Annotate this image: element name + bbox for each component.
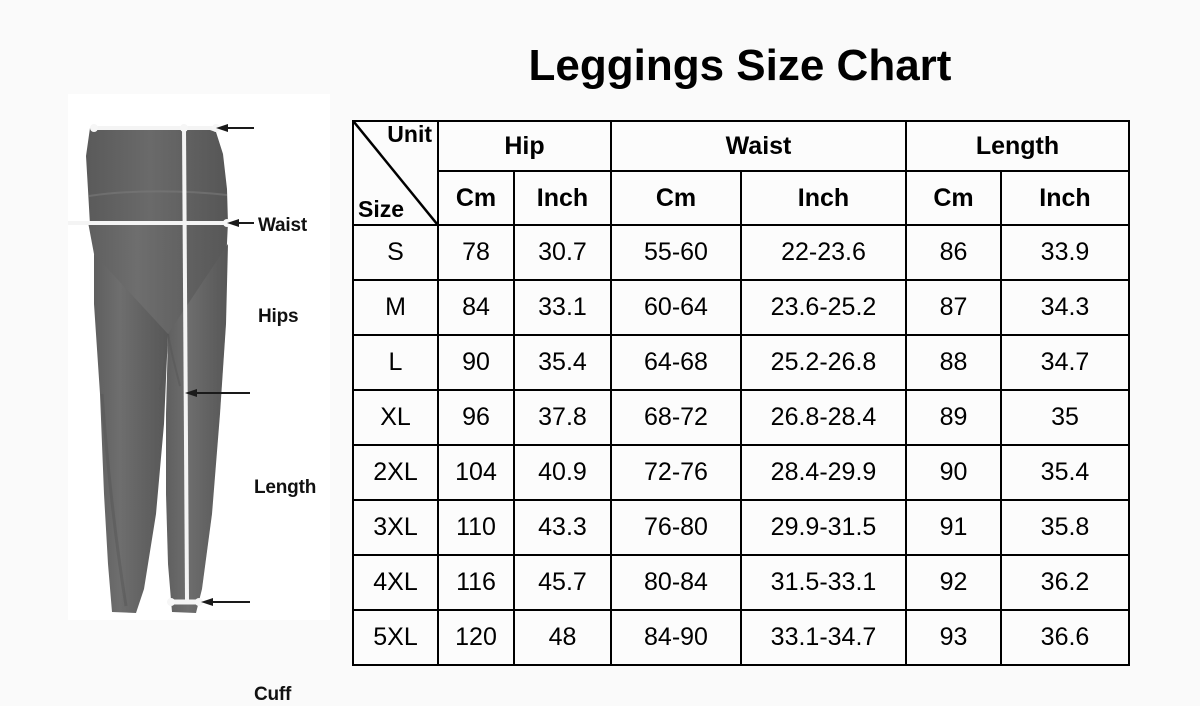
cell-size: 3XL (352, 499, 439, 556)
cell-length-inch: 36.2 (999, 554, 1131, 611)
header-unit-hip-inch: Inch (513, 170, 612, 226)
cell-length-inch: 35.8 (999, 499, 1131, 556)
cell-size: L (352, 334, 439, 391)
cell-length-inch: 34.7 (999, 334, 1131, 391)
cell-waist-cm: 80-84 (610, 554, 742, 611)
cell-length-inch: 35 (999, 389, 1131, 446)
measurement-guides (68, 124, 231, 606)
cell-hip-inch: 33.1 (513, 279, 612, 336)
leggings-diagram (68, 124, 254, 613)
table-header-group-row: Unit Size Hip Waist Length (352, 120, 1131, 226)
header-size-label: Size (358, 196, 405, 222)
cell-length-cm: 91 (905, 499, 1002, 556)
cell-size: 2XL (352, 444, 439, 501)
table-row: 5XL 120 48 84-90 33.1-34.7 93 36.6 (352, 609, 1131, 666)
cell-waist-inch: 25.2-26.8 (740, 334, 907, 391)
table-row: 4XL 116 45.7 80-84 31.5-33.1 92 36.2 (352, 554, 1131, 611)
cell-hip-cm: 120 (437, 609, 515, 666)
cell-length-cm: 93 (905, 609, 1002, 666)
table-row: M 84 33.1 60-64 23.6-25.2 87 34.3 (352, 279, 1131, 336)
cell-hip-cm: 90 (437, 334, 515, 391)
cell-size: S (352, 224, 439, 281)
cell-waist-cm: 76-80 (610, 499, 742, 556)
cell-waist-inch: 22-23.6 (740, 224, 907, 281)
cell-hip-inch: 45.7 (513, 554, 612, 611)
cell-size: 5XL (352, 609, 439, 666)
cell-waist-cm: 55-60 (610, 224, 742, 281)
measurement-label-cuff: Cuff (254, 684, 292, 705)
cell-waist-inch: 31.5-33.1 (740, 554, 907, 611)
cell-length-inch: 36.6 (999, 609, 1131, 666)
leggings-illustration-panel: Waist Hips Length Cuff (68, 94, 330, 705)
header-unit-length-inch: Inch (999, 170, 1131, 226)
measurement-label-length: Length (254, 477, 317, 498)
header-unit-length-cm: Cm (905, 170, 1002, 226)
measurement-pointers (185, 124, 254, 606)
cell-length-cm: 88 (905, 334, 1002, 391)
cell-waist-inch: 33.1-34.7 (740, 609, 907, 666)
header-unit-waist-inch: Inch (740, 170, 907, 226)
table-row: 2XL 104 40.9 72-76 28.4-29.9 90 35.4 (352, 444, 1131, 501)
table-header-unit-row: Cm Inch Cm Inch Cm Inch (353, 170, 1131, 226)
cell-hip-inch: 35.4 (513, 334, 612, 391)
cell-waist-inch: 23.6-25.2 (740, 279, 907, 336)
cell-waist-inch: 28.4-29.9 (740, 444, 907, 501)
cell-hip-cm: 78 (437, 224, 515, 281)
size-chart-container: Unit Size Hip Waist Length Cm Inch Cm In… (352, 120, 1131, 666)
cell-length-inch: 33.9 (999, 224, 1131, 281)
table-row: 3XL 110 43.3 76-80 29.9-31.5 91 35.8 (352, 499, 1131, 556)
cell-hip-cm: 110 (437, 499, 515, 556)
cell-hip-inch: 37.8 (513, 389, 612, 446)
header-unit-hip-cm: Cm (437, 170, 515, 226)
cell-size: XL (352, 389, 439, 446)
table-row: XL 96 37.8 68-72 26.8-28.4 89 35 (352, 389, 1131, 446)
cell-size: M (352, 279, 439, 336)
cell-waist-cm: 64-68 (610, 334, 742, 391)
size-chart-table: Unit Size Hip Waist Length Cm Inch Cm In… (352, 120, 1131, 666)
cell-length-cm: 86 (905, 224, 1002, 281)
table-body: S 78 30.7 55-60 22-23.6 86 33.9 M 84 33.… (352, 224, 1131, 666)
cell-waist-inch: 26.8-28.4 (740, 389, 907, 446)
cell-length-cm: 89 (905, 389, 1002, 446)
measurement-label-hips: Hips (258, 306, 299, 327)
leggings-shape (86, 126, 228, 613)
cell-length-cm: 92 (905, 554, 1002, 611)
page-title: Leggings Size Chart (528, 41, 952, 90)
cell-hip-cm: 96 (437, 389, 515, 446)
measurement-label-waist: Waist (258, 215, 307, 236)
cell-hip-inch: 43.3 (513, 499, 612, 556)
cell-waist-cm: 60-64 (610, 279, 742, 336)
table-row: S 78 30.7 55-60 22-23.6 86 33.9 (352, 224, 1131, 281)
cell-hip-inch: 30.7 (513, 224, 612, 281)
cell-hip-inch: 40.9 (513, 444, 612, 501)
cell-hip-inch: 48 (513, 609, 612, 666)
header-unit-waist-cm: Cm (610, 170, 742, 226)
cell-length-cm: 90 (905, 444, 1002, 501)
header-group-length: Length (904, 120, 1131, 172)
header-corner-unit-size: Unit Size (352, 120, 439, 226)
table-header: Unit Size Hip Waist Length Cm Inch Cm In… (352, 120, 1131, 226)
cell-waist-cm: 84-90 (610, 609, 742, 666)
cell-waist-cm: 72-76 (610, 444, 742, 501)
header-group-hip: Hip (437, 120, 612, 172)
cell-waist-inch: 29.9-31.5 (740, 499, 907, 556)
header-group-waist: Waist (610, 120, 907, 172)
cell-hip-cm: 104 (437, 444, 515, 501)
cell-length-cm: 87 (905, 279, 1002, 336)
cell-length-inch: 35.4 (999, 444, 1131, 501)
table-row: L 90 35.4 64-68 25.2-26.8 88 34.7 (352, 334, 1131, 391)
cell-waist-cm: 68-72 (610, 389, 742, 446)
header-unit-label: Unit (387, 121, 432, 147)
diagonal-divider-icon (354, 122, 437, 224)
cell-hip-cm: 116 (437, 554, 515, 611)
cell-size: 4XL (352, 554, 439, 611)
cell-length-inch: 34.3 (999, 279, 1131, 336)
cell-hip-cm: 84 (437, 279, 515, 336)
